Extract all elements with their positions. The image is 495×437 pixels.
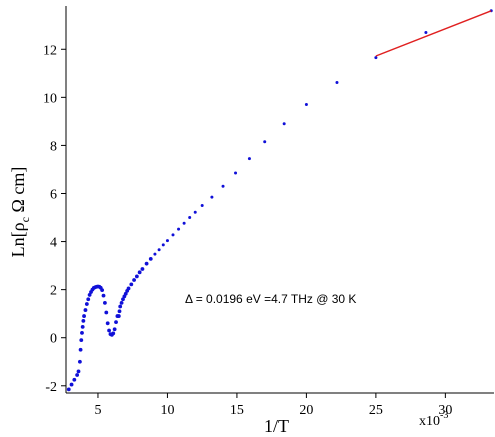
x-tick-label: 20 [299, 403, 313, 418]
data-point [116, 314, 121, 318]
data-point [72, 377, 77, 382]
x-scale-exponent: -3 [440, 410, 448, 421]
data-point [144, 261, 149, 266]
data-point [153, 252, 157, 256]
data-point [165, 239, 169, 243]
data-point [112, 327, 117, 332]
data-point [83, 308, 88, 312]
y-tick-label: -2 [45, 380, 57, 395]
data-point [221, 184, 225, 188]
data-point [87, 293, 92, 297]
y-tick-label: 6 [50, 187, 57, 202]
data-point [76, 369, 81, 374]
data-point [118, 304, 123, 309]
data-point [210, 195, 214, 199]
x-tick-label: 10 [160, 403, 174, 418]
data-point [177, 227, 181, 231]
data-point [101, 293, 106, 298]
x-scale-prefix: x10 [419, 414, 440, 429]
data-point [374, 56, 378, 60]
data-point [200, 204, 204, 208]
data-point [126, 286, 131, 291]
y-axis-title-rest: Ω cm] [8, 167, 28, 217]
svg-text:Ln[ρc Ω cm]: Ln[ρc Ω cm] [8, 167, 32, 258]
data-point [77, 359, 82, 364]
y-tick-label: 12 [43, 43, 57, 58]
data-point [304, 103, 308, 107]
x-scale-label: x10-3 [419, 410, 448, 429]
series [66, 9, 493, 392]
data-point [100, 288, 105, 293]
data-point [424, 30, 428, 34]
y-tick-label: 4 [50, 236, 57, 251]
data-point [157, 248, 161, 252]
y-tick-label: 2 [50, 284, 57, 299]
y-tick-label: 0 [50, 332, 57, 347]
data-point [105, 321, 110, 326]
data-point [182, 221, 186, 225]
svg-text:x10-3: x10-3 [419, 410, 448, 429]
data-point [140, 267, 145, 271]
y-axis-title: Ln[ρc Ω cm] [8, 167, 32, 258]
data-point [107, 328, 111, 333]
data-point [137, 270, 142, 275]
y-tick-label: 10 [43, 91, 57, 106]
data-point [84, 302, 89, 306]
data-point [335, 80, 339, 84]
data-point [171, 233, 175, 237]
y-tick-label: 8 [50, 139, 57, 154]
x-tick-label: 15 [230, 403, 244, 418]
data-point [282, 122, 286, 126]
data-point [69, 382, 74, 387]
x-tick-label: 30 [438, 403, 452, 418]
y-axis-title-sub: c [18, 217, 32, 222]
fit-line [375, 10, 492, 57]
data-point [80, 324, 85, 329]
data-point [79, 338, 84, 343]
data-point [193, 210, 197, 214]
data-point [234, 171, 238, 175]
data-point [82, 314, 86, 318]
data-point [66, 387, 71, 392]
data-point [263, 140, 267, 144]
data-point [81, 318, 86, 323]
data-point [129, 282, 134, 287]
data-point [119, 300, 124, 305]
data-point [123, 291, 128, 296]
data-point [132, 278, 136, 282]
data-point [134, 274, 139, 279]
ticks: 5 10 15 20 25 30 -2 0 2 4 6 8 10 12 [43, 43, 452, 418]
data-point [114, 320, 118, 324]
x-axis-title: 1/T [264, 416, 289, 436]
x-tick-label: 25 [369, 403, 383, 418]
y-axis-title-rho: ρ [8, 222, 28, 231]
x-tick-label: 5 [94, 403, 101, 418]
data-point [103, 300, 107, 305]
data-point [161, 243, 165, 247]
data-point [75, 373, 80, 377]
data-point [80, 331, 84, 335]
data-point [104, 310, 109, 315]
data-point [121, 297, 125, 302]
axes [65, 6, 494, 394]
data-point [111, 331, 116, 336]
data-point [188, 216, 192, 220]
data-point [148, 256, 153, 261]
data-point [86, 297, 91, 302]
data-point [117, 309, 122, 314]
data-point [78, 347, 83, 352]
y-axis-title-prefix: Ln[ [8, 231, 28, 257]
data-point [247, 157, 251, 161]
annotation-delta: Δ = 0.0196 eV =4.7 THz @ 30 K [185, 292, 356, 306]
